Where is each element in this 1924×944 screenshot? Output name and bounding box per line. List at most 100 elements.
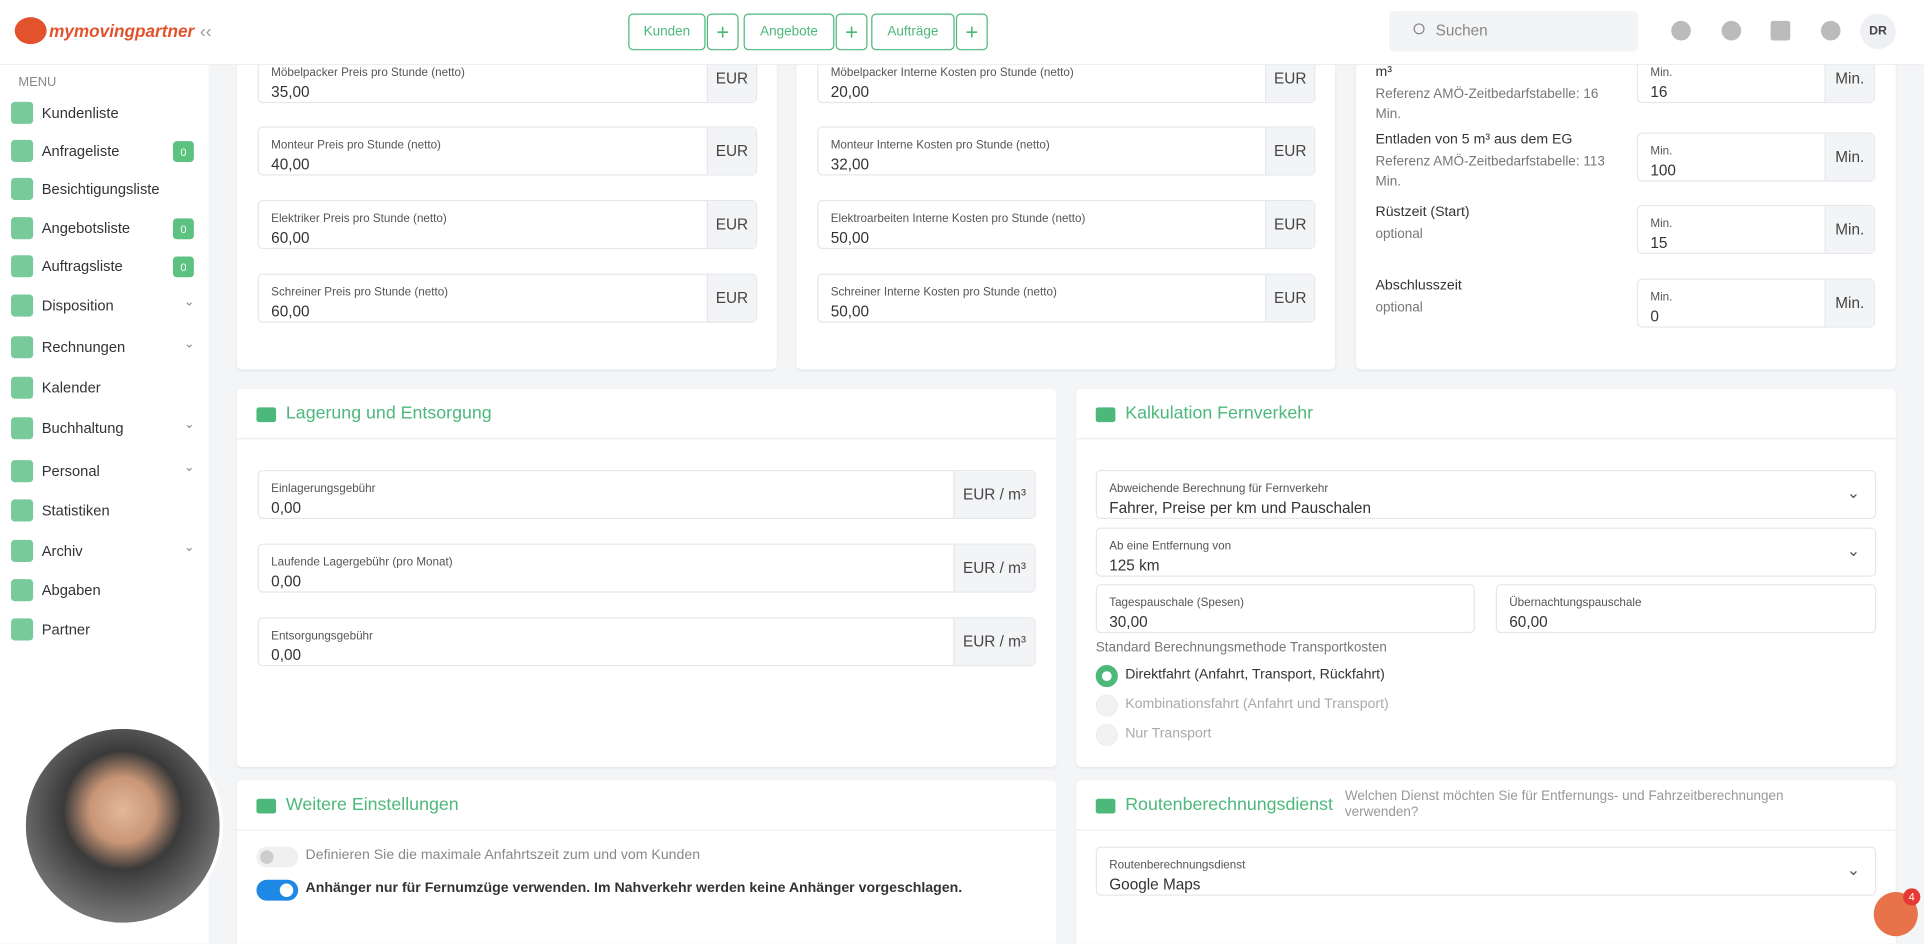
input-field[interactable]: Elektriker Preis pro Stunde (netto) 60,00… (257, 200, 758, 250)
header-icon[interactable] (1770, 20, 1791, 41)
menu-label: Archiv (41, 542, 83, 560)
input-field[interactable]: Schreiner Interne Kosten pro Stunde (net… (817, 273, 1316, 323)
field-value: Fahrer, Preise per km und Pauschalen (1109, 499, 1371, 517)
field-label: Übernachtungspauschale (1509, 596, 1642, 610)
menu-label: Personal (41, 462, 100, 480)
field-label: Min. (1650, 66, 1673, 80)
menu-item[interactable]: Personal ⌄ (0, 458, 209, 485)
field-value: 60,00 (1509, 613, 1548, 631)
menu-label: Auftragsliste (41, 257, 123, 275)
avatar[interactable]: DR (1860, 13, 1896, 50)
field-value: 60,00 (271, 303, 310, 321)
field-value: 0,00 (271, 573, 302, 591)
toggle-label: Anhänger nur für Fernumzüge verwenden. I… (305, 881, 963, 896)
toggle-knob (260, 850, 274, 864)
header-icon[interactable] (1671, 20, 1691, 41)
input-field[interactable]: Schreiner Preis pro Stunde (netto) 60,00 E… (257, 273, 758, 323)
field-label: Ab eine Entfernung von (1109, 539, 1232, 554)
field-label: Monteur Interne Kosten pro Stunde (netto… (830, 138, 1050, 153)
nav-add-button[interactable]: + (835, 13, 868, 51)
menu-label: Anfrageliste (41, 142, 120, 160)
row-note: Referenz AMÖ-Zeitbedarfstabelle: 16 Min. (1375, 87, 1599, 122)
menu-label: Kundenliste (41, 104, 119, 122)
menu-chevron: ⌄ (184, 541, 195, 555)
input-field[interactable]: Min. 15 Min. (1636, 204, 1875, 254)
field-label: Tagespauschale (Spesen) (1109, 596, 1245, 610)
row-title: Abschlusszeit (1375, 278, 1462, 294)
search-box[interactable]: Suchen (1389, 11, 1639, 52)
menu-icon (11, 376, 34, 399)
field-unit: EUR (706, 201, 756, 248)
field-value: 100 (1650, 161, 1676, 180)
menu-label: Kalender (41, 379, 101, 397)
row-title: Entladen von 5 m³ aus dem EG (1375, 132, 1573, 148)
menu-item[interactable]: Abgaben (0, 577, 209, 604)
field-label: Möbelpacker Interne Kosten pro Stunde (n… (830, 66, 1074, 80)
field-label: Abweichende Berechnung für Fernverkehr (1109, 482, 1329, 496)
radio-group-title: Standard Berechnungsmethode Transportkos… (1095, 640, 1387, 656)
field-unit: Min. (1824, 206, 1874, 253)
input-field[interactable]: Elektroarbeiten Interne Kosten pro Stund… (817, 200, 1316, 250)
select-chevron: ⌄ (1846, 541, 1861, 560)
menu-item[interactable]: Angebotsliste 0 (0, 215, 209, 242)
field-label: Einlagerungsgebühr (271, 482, 376, 496)
field-label: Monteur Preis pro Stunde (netto) (271, 138, 441, 153)
menu-item[interactable]: Besichtigungsliste (0, 175, 209, 202)
toggle[interactable] (256, 879, 299, 901)
radio-button[interactable] (1095, 694, 1118, 717)
radio-label: Direktfahrt (Anfahrt, Transport, Rückfah… (1125, 667, 1385, 683)
menu-label: Besichtigungsliste (41, 180, 160, 198)
input-field[interactable]: Einlagerungsgebühr 0,00 EUR / m³ (257, 469, 1036, 520)
radio-button[interactable] (1095, 665, 1118, 688)
panel-title: Kalkulation Fernverkehr (1125, 403, 1314, 424)
input-field[interactable]: Tagespauschale (Spesen) 30,00 (1095, 584, 1475, 634)
nav-button[interactable]: Aufträge (871, 13, 955, 51)
header-icon[interactable] (1820, 20, 1841, 41)
menu-item[interactable]: Rechnungen ⌄ (0, 334, 209, 361)
input-field[interactable]: Min. 0 Min. (1636, 278, 1875, 328)
menu-item[interactable]: Archiv ⌄ (0, 537, 209, 564)
menu-item[interactable]: Auftragsliste 0 (0, 253, 209, 280)
search-placeholder: Suchen (1435, 22, 1488, 40)
input-field[interactable]: Monteur Preis pro Stunde (netto) 40,00 EUR (257, 126, 758, 176)
menu-item[interactable]: Kundenliste (0, 99, 209, 126)
menu-item[interactable]: Statistiken (0, 497, 209, 524)
panel-icon (256, 407, 277, 423)
field-unit: EUR (1265, 201, 1315, 248)
menu-label: Partner (41, 620, 91, 639)
row-title: Rüstzeit (Start) (1375, 204, 1470, 220)
input-field[interactable]: Monteur Interne Kosten pro Stunde (netto… (817, 126, 1316, 176)
input-field[interactable]: Entsorgungsgebühr 0,00 EUR / m³ (257, 617, 1036, 667)
radio-label: Kombinationsfahrt (Anfahrt und Transport… (1125, 696, 1389, 712)
menu-item[interactable]: Anfrageliste 0 (0, 137, 209, 164)
nav-button[interactable]: Kunden (628, 13, 706, 51)
radio-button[interactable] (1095, 723, 1118, 747)
menu-item[interactable]: Disposition ⌄ (0, 292, 209, 319)
input-field[interactable]: Laufende Lagergebühr (pro Monat) 0,00 EUR … (257, 543, 1036, 593)
divider (1076, 829, 1896, 831)
toggle-label: Definieren Sie die maximale Anfahrtszeit… (305, 847, 701, 863)
input-field[interactable]: Min. 100 Min. (1636, 132, 1875, 182)
field-value: 15 (1650, 234, 1668, 252)
field-unit: EUR / m³ (953, 471, 1035, 518)
nav-add-button[interactable]: + (955, 13, 988, 51)
menu-item[interactable]: Buchhaltung ⌄ (0, 415, 209, 442)
field-value: 50,00 (830, 229, 870, 247)
header-icon[interactable] (1721, 20, 1742, 41)
nav-button[interactable]: Angebote (743, 13, 835, 51)
input-field[interactable]: Abweichende Berechnung für Fernverkehr Fa… (1095, 469, 1877, 520)
input-field[interactable]: Ab eine Entfernung von 125 km ⌄ (1095, 527, 1877, 577)
menu-item[interactable]: Partner (0, 616, 209, 643)
field-value: 30,00 (1109, 613, 1148, 631)
menu-item[interactable]: Kalender (0, 374, 209, 401)
header: mymovingpartner ‹‹ Kunden + Angebote + Aufträg… (0, 0, 1924, 66)
collapse-button[interactable]: ‹‹ (200, 20, 212, 41)
toggle[interactable] (256, 846, 299, 868)
input-field[interactable]: Routenberechnungsdienst Google Maps ⌄ (1095, 846, 1877, 896)
menu-badge: 0 (173, 218, 194, 240)
menu-icon (11, 177, 34, 201)
field-value: 0,00 (271, 646, 302, 664)
input-field[interactable]: Übernachtungspauschale 60,00 (1495, 584, 1877, 634)
field-label: Entsorgungsgebühr (271, 629, 373, 643)
nav-add-button[interactable]: + (706, 13, 739, 51)
